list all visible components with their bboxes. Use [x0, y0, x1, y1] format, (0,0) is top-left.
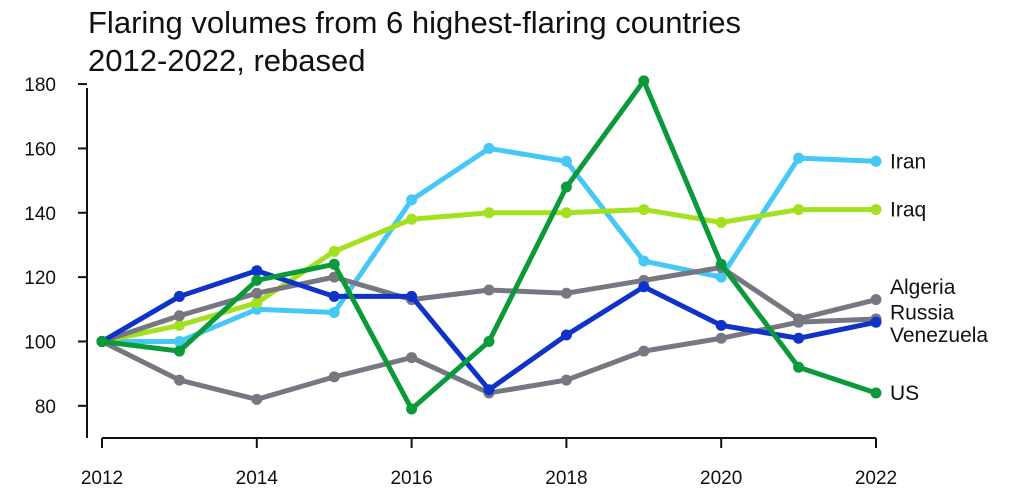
point-algeria-2022: [870, 294, 882, 306]
point-us-2021: [793, 361, 805, 373]
point-iran-2019: [638, 255, 650, 267]
series-iran: [96, 142, 882, 347]
chart-title: Flaring volumes from 6 highest-flaring c…: [88, 4, 741, 80]
chart-title-line-2: 2012-2022, rebased: [88, 43, 366, 78]
point-venezuela-2019: [638, 281, 650, 293]
point-algeria-2017: [483, 284, 495, 296]
x-tick-label-2022: 2022: [855, 468, 897, 489]
point-venezuela-2015: [328, 290, 340, 302]
point-iran-2013: [173, 335, 185, 347]
point-venezuela-2020: [715, 319, 727, 331]
series-us: [96, 75, 882, 415]
point-iraq-2016: [406, 213, 418, 225]
point-russia-2015: [328, 371, 340, 383]
point-iraq-2017: [483, 207, 495, 219]
point-us-2013: [173, 345, 185, 357]
point-algeria-2013: [173, 310, 185, 322]
x-tick-label-2018: 2018: [545, 468, 587, 489]
point-iran-2015: [328, 307, 340, 319]
point-us-2015: [328, 258, 340, 270]
point-iraq-2014: [251, 297, 263, 309]
point-russia-2013: [173, 374, 185, 386]
series-venezuela: [96, 265, 882, 396]
series-label-russia: Russia: [890, 302, 955, 325]
y-tick-label-80: 80: [35, 397, 56, 418]
point-us-2014: [251, 274, 263, 286]
point-us-2022: [870, 387, 882, 399]
point-iran-2018: [560, 155, 572, 167]
series-label-us: US: [890, 382, 919, 405]
x-tick-label-2012: 2012: [81, 468, 123, 489]
point-algeria-2018: [560, 287, 572, 299]
y-tick-label-140: 140: [24, 204, 56, 225]
point-iraq-2020: [715, 216, 727, 228]
point-us-2020: [715, 258, 727, 270]
series-line-iraq: [99, 207, 879, 344]
series-label-iran: Iran: [890, 150, 926, 173]
point-iran-2022: [870, 155, 882, 167]
point-russia-2019: [638, 345, 650, 357]
y-tick-label-180: 180: [24, 75, 56, 96]
point-iraq-2015: [328, 245, 340, 257]
series-label-venezuela: Venezuela: [890, 324, 988, 347]
point-russia-2014: [251, 393, 263, 405]
point-iraq-2018: [560, 207, 572, 219]
point-venezuela-2017: [483, 384, 495, 396]
point-iran-2016: [406, 194, 418, 206]
point-us-2012: [96, 335, 108, 347]
point-algeria-2014: [251, 287, 263, 299]
chart-title-line-1: Flaring volumes from 6 highest-flaring c…: [88, 5, 741, 40]
point-russia-2018: [560, 374, 572, 386]
point-us-2016: [406, 403, 418, 415]
point-russia-2016: [406, 352, 418, 364]
x-tick-label-2014: 2014: [236, 468, 279, 489]
point-iraq-2019: [638, 204, 650, 216]
axes: 80 100 120 140 160 180 2012 2014 2016 2018 2020 202…: [24, 75, 897, 489]
point-venezuela-2021: [793, 332, 805, 344]
point-iraq-2022: [870, 204, 882, 216]
x-tick-label-2020: 2020: [700, 468, 742, 489]
point-venezuela-2018: [560, 329, 572, 341]
y-tick-label-100: 100: [24, 332, 56, 353]
point-venezuela-2014: [251, 265, 263, 277]
x-tick-label-2016: 2016: [390, 468, 432, 489]
series-label-iraq: Iraq: [890, 199, 926, 222]
series-lines: [96, 75, 882, 415]
y-tick-label-160: 160: [24, 139, 56, 160]
point-us-2018: [560, 181, 572, 193]
point-venezuela-2013: [173, 290, 185, 302]
point-venezuela-2016: [406, 290, 418, 302]
point-venezuela-2022: [870, 316, 882, 328]
series-line-us: [99, 78, 879, 412]
point-iran-2017: [483, 142, 495, 154]
point-iran-2020: [715, 271, 727, 283]
point-iran-2021: [793, 152, 805, 164]
y-tick-label-120: 120: [24, 268, 56, 289]
series-label-algeria: Algeria: [890, 276, 956, 299]
point-iraq-2021: [793, 204, 805, 216]
point-russia-2020: [715, 332, 727, 344]
point-russia-2021: [793, 316, 805, 328]
point-us-2019: [638, 75, 650, 87]
point-iraq-2013: [173, 319, 185, 331]
point-us-2017: [483, 335, 495, 347]
